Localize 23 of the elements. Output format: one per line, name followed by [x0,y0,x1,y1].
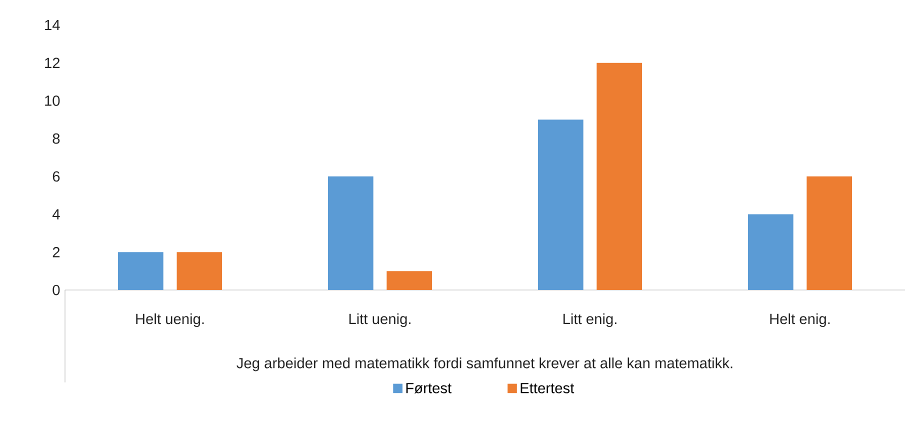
bar [176,252,222,290]
y-tick-label: 14 [45,20,60,30]
bar [806,176,852,290]
bar [386,271,432,290]
y-tick-label: 6 [52,171,60,182]
legend-label: Ettertest [520,383,574,394]
y-tick-label: 0 [52,284,60,296]
x-axis-title: Jeg arbeider med matematikk fordi samfunnet krever at alle kan matematikk. [236,358,732,372]
bar [328,176,374,290]
x-tick-label: Litt uenig. [349,313,410,328]
y-tick-label: 4 [52,209,60,220]
bar [118,252,164,290]
x-tick-label: Litt enig. [563,313,616,328]
x-tick-label: Helt uenig. [136,313,204,328]
y-tick-label: 12 [45,58,60,68]
y-tick-label: 2 [52,247,60,258]
bar [596,62,642,290]
y-tick-label: 10 [45,96,60,106]
legend-label: Førtest [406,383,452,394]
y-tick-label: 8 [52,133,60,144]
bar [748,214,794,290]
x-tick-label: Helt enig. [770,313,830,328]
bar [538,120,584,290]
